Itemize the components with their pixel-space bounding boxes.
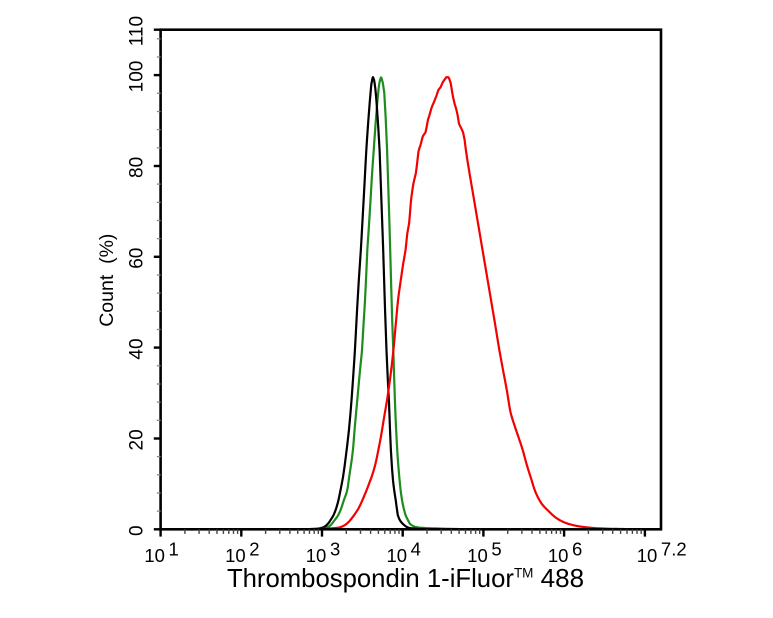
svg-text:80: 80 [127,157,148,178]
svg-text:0: 0 [127,525,148,536]
svg-text:40: 40 [127,338,148,359]
svg-text:60: 60 [127,248,148,269]
svg-text:20: 20 [127,429,148,450]
svg-text:Count (%): Count (%) [96,234,118,327]
svg-text:110: 110 [127,16,148,46]
svg-text:100: 100 [127,61,148,93]
